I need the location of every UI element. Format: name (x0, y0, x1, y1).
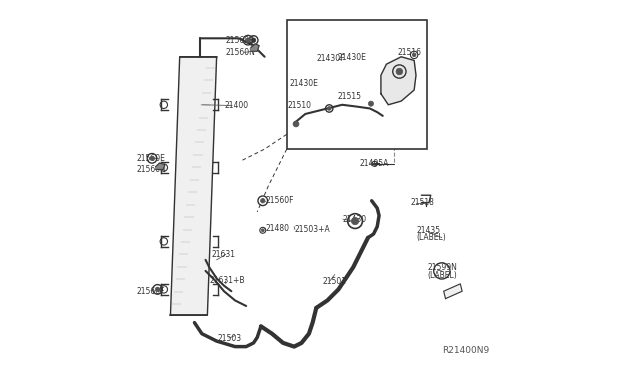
Text: 21480: 21480 (266, 224, 290, 233)
Text: 21560N: 21560N (226, 48, 256, 57)
Polygon shape (170, 57, 216, 315)
Bar (287, 20, 427, 149)
Circle shape (252, 38, 256, 42)
Text: 21430F: 21430F (316, 54, 345, 63)
Text: 21518: 21518 (410, 198, 435, 207)
Text: 21631+B: 21631+B (209, 276, 244, 285)
Circle shape (396, 68, 403, 75)
Text: 21560F: 21560F (136, 287, 165, 296)
Polygon shape (156, 163, 165, 169)
Circle shape (260, 199, 265, 203)
Text: 21510: 21510 (288, 101, 312, 110)
Circle shape (246, 38, 250, 42)
Text: 21515: 21515 (338, 92, 362, 101)
Text: 21430E: 21430E (290, 79, 319, 88)
Text: 21430E: 21430E (338, 53, 367, 62)
Polygon shape (251, 44, 259, 51)
Circle shape (293, 121, 299, 127)
Circle shape (412, 53, 416, 57)
Text: R21400N9: R21400N9 (442, 346, 489, 355)
Polygon shape (444, 284, 462, 299)
Text: 21599N: 21599N (427, 263, 457, 272)
Circle shape (328, 107, 331, 110)
Text: 21516: 21516 (397, 48, 422, 57)
Text: 21560E: 21560E (226, 36, 255, 45)
Text: 21503: 21503 (218, 334, 241, 343)
Text: 21435: 21435 (417, 226, 441, 235)
Text: 21560E: 21560E (136, 154, 165, 163)
Text: 21400: 21400 (224, 101, 248, 110)
Text: 21560F: 21560F (266, 196, 294, 205)
Text: (LABEL): (LABEL) (417, 233, 447, 242)
Circle shape (369, 101, 374, 106)
Text: 21560N: 21560N (136, 165, 166, 174)
Circle shape (351, 217, 359, 225)
Text: (LABEL): (LABEL) (427, 271, 457, 280)
Circle shape (261, 229, 264, 232)
Text: 21495A: 21495A (360, 158, 389, 168)
Text: 21631: 21631 (212, 250, 236, 259)
Text: 21501: 21501 (323, 277, 347, 286)
Text: 21430: 21430 (343, 215, 367, 224)
Circle shape (156, 287, 160, 292)
Circle shape (150, 156, 154, 161)
Text: 21503+A: 21503+A (295, 225, 331, 234)
Polygon shape (381, 57, 416, 105)
